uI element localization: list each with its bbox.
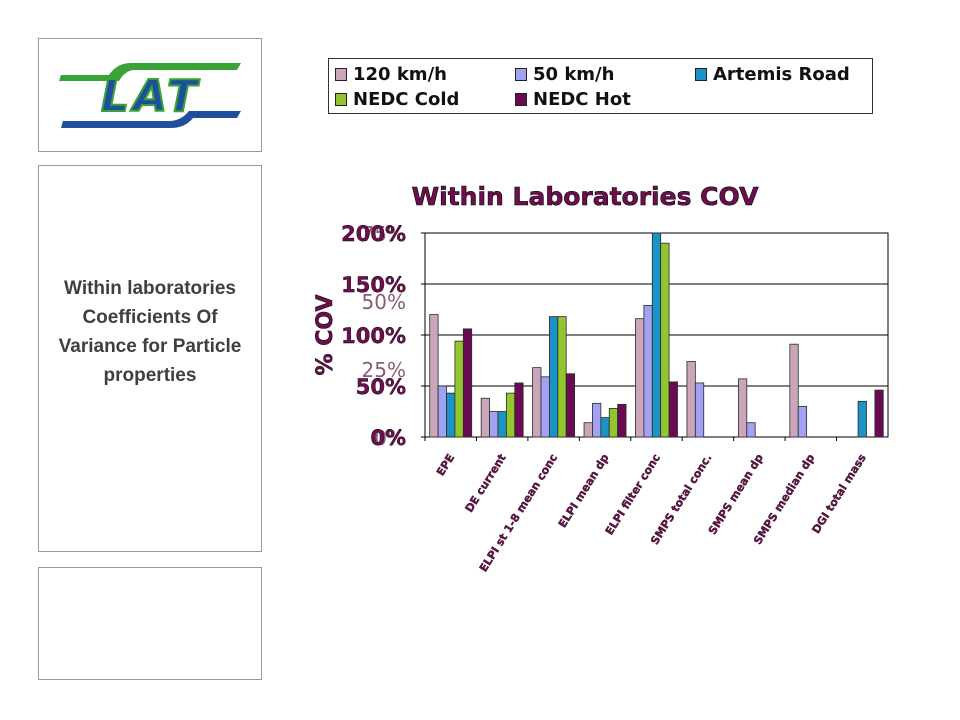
bar — [635, 318, 645, 438]
y-tick-label: 200% — [341, 222, 406, 246]
legend-item: 120 km/h — [335, 62, 447, 86]
chart-title: Within Laboratories COV — [412, 182, 760, 211]
bar — [737, 378, 748, 438]
bar — [489, 411, 499, 438]
legend-swatch — [335, 92, 347, 106]
y-tick-label: 0% — [370, 426, 406, 450]
bar — [497, 411, 507, 438]
y-tick-label: 100% — [341, 324, 406, 348]
bar — [797, 405, 808, 438]
bar — [686, 361, 696, 438]
bar — [608, 408, 619, 438]
legend-label: NEDC Cold — [353, 88, 460, 110]
legend-swatch — [335, 67, 347, 81]
blank-panel — [38, 567, 262, 680]
y-tick-label: 150% — [341, 273, 406, 297]
legend-swatch — [695, 67, 707, 81]
legend-label: 120 km/h — [353, 63, 447, 85]
bar — [600, 417, 610, 438]
bar — [505, 392, 516, 438]
legend-item: Artemis Road — [695, 62, 850, 86]
bar — [514, 382, 524, 438]
caption-text: Within laboratories Coefficients Of Vari… — [58, 278, 242, 386]
ghost-tick-label: 50% — [362, 290, 406, 314]
x-tick-label: DE current — [463, 452, 509, 515]
bar — [557, 316, 567, 438]
bar — [480, 397, 490, 438]
bar — [694, 382, 705, 438]
legend-swatch — [515, 92, 527, 106]
bar — [454, 340, 464, 438]
ghost-tick-label: 0% — [374, 426, 406, 450]
cov-bar-chart: Within Laboratories COV % COV 0%25%50%75… — [313, 182, 889, 574]
ghost-tick-label: 75% — [362, 222, 406, 246]
legend-label: NEDC Hot — [533, 88, 631, 110]
bar — [651, 232, 662, 438]
bar — [592, 402, 602, 438]
y-ticks: 0% 50% 100% 150% 200% — [341, 222, 425, 450]
y-axis-label: % COV — [313, 295, 338, 376]
bar — [532, 367, 542, 438]
legend-swatch — [515, 67, 527, 81]
bar — [446, 392, 456, 438]
bar — [668, 381, 678, 438]
bar — [540, 376, 550, 438]
legend-item: 50 km/h — [515, 62, 614, 86]
bar — [874, 389, 884, 438]
bars — [429, 232, 884, 438]
bar — [746, 422, 756, 438]
bar — [617, 403, 627, 438]
y-tick-label: 50% — [356, 375, 406, 399]
bar — [789, 343, 799, 438]
chart-legend: 120 km/h 50 km/h Artemis Road NEDC Cold NEDC… — [328, 58, 873, 114]
logo-panel: LAT — [38, 38, 262, 152]
ghost-ticks: 0% 25% 50% 75% — [362, 222, 406, 450]
x-tick-label: ELPI mean dp — [556, 452, 612, 530]
legend-label: 50 km/h — [533, 63, 615, 85]
legend-item: NEDC Cold — [335, 87, 459, 111]
legend-item: NEDC Hot — [515, 87, 631, 111]
x-tick-label: ELPI filter conc — [603, 452, 663, 538]
x-tick-label: SMPS mean dp — [706, 452, 766, 537]
bar — [583, 422, 593, 438]
logo-text: LAT — [101, 71, 201, 122]
caption-panel: Within laboratories Coefficients Of Vari… — [38, 165, 262, 552]
bar — [857, 400, 867, 438]
bar — [660, 242, 670, 438]
legend-label: Artemis Road — [713, 63, 850, 85]
bar — [565, 373, 576, 438]
bar — [549, 316, 559, 438]
bar — [462, 328, 473, 438]
bar — [643, 305, 653, 438]
logo-swoosh-bottom — [61, 111, 241, 128]
bar — [437, 385, 447, 438]
lat-logo: LAT — [59, 63, 241, 128]
x-tick-label: EPE — [434, 452, 457, 478]
ghost-tick-label: 25% — [362, 358, 406, 382]
bar — [429, 314, 439, 438]
logo-swoosh-top — [59, 63, 241, 81]
x-tick-label: DGI total mass — [809, 451, 869, 536]
